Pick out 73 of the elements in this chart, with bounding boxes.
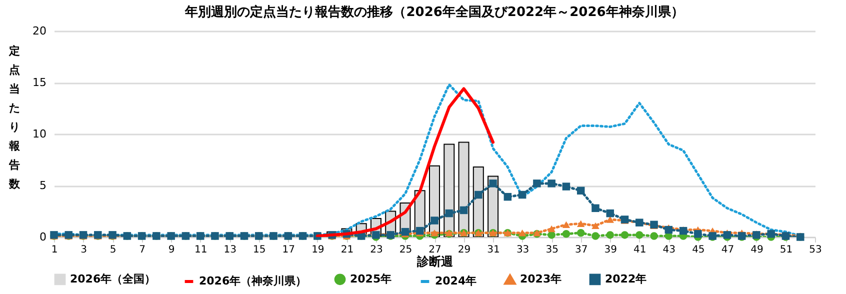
point <box>518 190 526 199</box>
x-tick-label: 49 <box>750 244 764 256</box>
point <box>576 220 585 227</box>
point <box>474 190 482 199</box>
y-tick-label: 0 <box>40 230 46 244</box>
x-tick-label: 41 <box>634 244 646 256</box>
x-tick-label: 35 <box>546 244 558 256</box>
x-tick-label: 53 <box>809 244 822 256</box>
legend-label: 2026年（神奈川県） <box>199 274 307 288</box>
x-tick-label: 15 <box>253 244 266 256</box>
point <box>664 226 673 234</box>
x-tick-label: 51 <box>780 244 793 256</box>
point <box>416 226 424 235</box>
point <box>592 222 600 230</box>
legend-label: 2024年 <box>435 274 477 288</box>
x-tick-label: 23 <box>370 244 383 256</box>
chart-title: 年別週別の定点当たり報告数の推移（2026年全国及び2022年～2026年神奈川県） <box>184 4 684 20</box>
point <box>592 232 600 240</box>
point <box>606 216 614 223</box>
x-tick-label: 17 <box>282 244 296 256</box>
x-tick-label: 19 <box>312 244 324 256</box>
point <box>636 231 644 239</box>
point <box>460 206 468 214</box>
point <box>606 209 614 218</box>
x-tick-label: 11 <box>194 244 208 256</box>
point <box>504 192 512 201</box>
x-tick-label: 29 <box>458 244 471 256</box>
y-tick-label: 20 <box>32 24 46 38</box>
x-tick-label: 27 <box>428 244 442 256</box>
point <box>489 180 497 188</box>
point <box>548 180 556 188</box>
y-tick-label: 15 <box>32 76 46 89</box>
legend-label: 2022年 <box>605 272 647 286</box>
x-tick-label: 3 <box>80 244 87 256</box>
x-tick-label: 37 <box>574 244 588 256</box>
x-axis-title: 診断週 <box>416 254 454 268</box>
x-tick-label: 1 <box>51 244 58 256</box>
point <box>562 230 570 238</box>
point <box>430 216 438 224</box>
legend-label: 2026年（全国） <box>70 272 156 286</box>
point <box>592 204 600 212</box>
y-axis-title: 定点当たり報告数 <box>8 44 21 190</box>
point <box>533 180 541 188</box>
point <box>576 229 585 237</box>
x-tick-label: 21 <box>340 244 354 256</box>
point <box>576 186 585 195</box>
x-tick-label: 7 <box>139 244 146 256</box>
point <box>606 231 614 239</box>
point <box>401 228 410 236</box>
x-tick-label: 45 <box>692 244 705 256</box>
point <box>694 230 702 238</box>
legend-label: 2025年 <box>350 272 392 286</box>
x-tick-label: 13 <box>224 244 236 256</box>
x-tick-label: 5 <box>110 244 116 256</box>
point <box>548 231 556 239</box>
y-tick-label: 10 <box>32 128 46 140</box>
legend-label: 2023年 <box>520 272 562 286</box>
x-tick-label: 47 <box>721 244 734 256</box>
x-tick-label: 33 <box>516 244 530 256</box>
point <box>562 221 570 228</box>
point <box>548 225 556 232</box>
point <box>562 182 570 190</box>
x-tick-label: 39 <box>604 244 617 256</box>
x-tick-label: 25 <box>399 244 412 256</box>
point <box>518 230 526 236</box>
point <box>430 230 438 236</box>
x-tick-label: 9 <box>168 244 175 256</box>
x-tick-label: 43 <box>662 244 676 256</box>
point <box>620 231 629 239</box>
y-tick-label: 5 <box>40 179 46 192</box>
point <box>445 209 454 218</box>
point <box>650 232 658 240</box>
x-tick-label: 31 <box>487 244 500 256</box>
